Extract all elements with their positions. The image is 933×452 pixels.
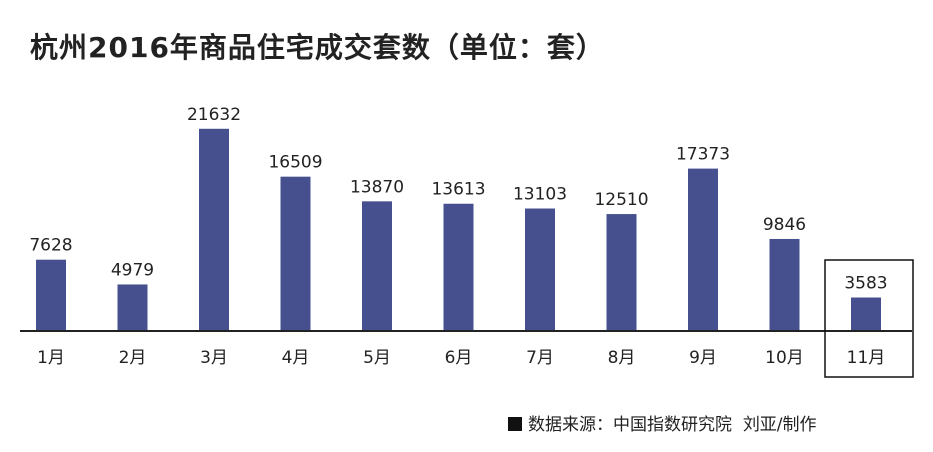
bar-7 <box>525 208 555 331</box>
bar-8 <box>606 214 637 331</box>
x-tick-label-1: 1月 <box>37 348 65 368</box>
value-label-8: 12510 <box>594 190 648 210</box>
source-note: 数据来源：中国指数研究院 刘亚/制作 <box>508 410 817 435</box>
bar-2 <box>117 284 148 331</box>
x-tick-label-7: 7月 <box>526 348 554 368</box>
value-label-9: 17373 <box>676 145 730 165</box>
bar-1 <box>36 259 66 331</box>
x-tick-label-9: 9月 <box>689 348 717 368</box>
value-label-10: 9846 <box>763 215 806 235</box>
bar-3 <box>199 128 229 331</box>
value-label-7: 13103 <box>513 185 567 205</box>
bar-6 <box>443 203 474 331</box>
bar-4 <box>280 176 311 331</box>
value-labels-layer: 7628 4979 21632 16509 13870 13613 13103 12510 17… <box>29 105 887 294</box>
value-label-5: 13870 <box>350 177 404 197</box>
highlight-box <box>824 259 914 378</box>
square-bullet-icon <box>508 417 522 431</box>
value-label-4: 16509 <box>268 153 322 173</box>
bar-10 <box>769 238 800 331</box>
value-label-1: 7628 <box>29 236 72 256</box>
source-text: 数据来源：中国指数研究院 <box>528 415 732 435</box>
bar-11 <box>851 297 881 331</box>
bar-5 <box>362 201 392 331</box>
bar-9 <box>688 168 718 331</box>
x-tick-label-4: 4月 <box>282 348 310 368</box>
x-tick-label-3: 3月 <box>200 348 228 368</box>
x-tick-label-8: 8月 <box>608 348 636 368</box>
author-text: 刘亚/制作 <box>742 415 817 435</box>
x-tick-label-2: 2月 <box>119 348 147 368</box>
x-tick-label-6: 6月 <box>445 348 473 368</box>
value-label-3: 21632 <box>187 105 241 125</box>
x-tick-labels-layer: 1月 2月 3月 4月 5月 6月 7月 8月 9月 10月 11月 <box>37 348 885 368</box>
value-label-11: 3583 <box>844 274 887 294</box>
x-tick-label-10: 10月 <box>765 348 804 368</box>
x-tick-label-5: 5月 <box>363 348 391 368</box>
chart-title: 杭州2016年商品住宅成交套数（单位：套） <box>30 31 605 64</box>
x-tick-label-11: 11月 <box>847 348 886 368</box>
bars-layer <box>36 128 881 331</box>
value-label-2: 4979 <box>111 260 154 280</box>
value-label-6: 13613 <box>431 180 485 200</box>
